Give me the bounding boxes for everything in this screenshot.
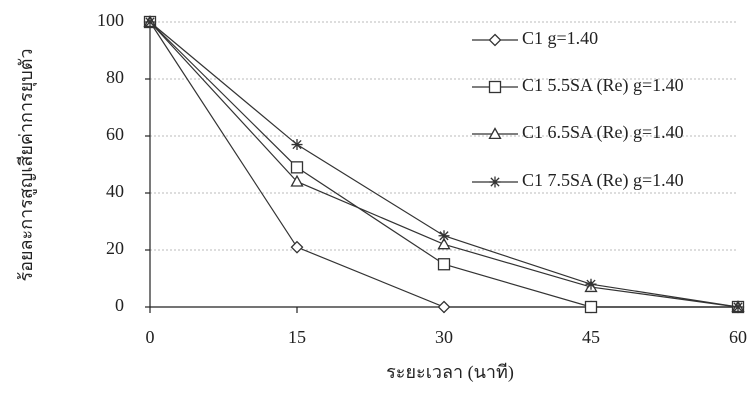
marker [292,162,303,173]
y-tick-label: 20 [106,238,124,258]
legend-label: C1 7.5SA (Re) g=1.40 [522,170,684,191]
marker [439,259,450,270]
marker [292,242,303,253]
x-tick-label: 0 [146,327,155,347]
y-tick-label: 80 [106,67,124,87]
x-tick-label: 30 [435,327,453,347]
x-tick-label: 45 [582,327,600,347]
marker [586,279,597,290]
chart: ระยะเวลา (นาที) ร้อยละการสูญเสียค่าการยุ… [0,0,753,412]
legend-label: C1 6.5SA (Re) g=1.40 [522,122,684,143]
y-tick-label: 40 [106,181,124,201]
y-tick-label: 60 [106,124,124,144]
marker [586,302,597,313]
y-tick-label: 0 [115,295,124,315]
marker [439,230,450,241]
marker [292,139,303,150]
marker [490,35,501,46]
x-tick-label: 60 [729,327,747,347]
legend-label: C1 g=1.40 [522,28,598,48]
marker [145,17,156,28]
y-axis-label: ร้อยละการสูญเสียค่าการยุบตัว [16,49,37,282]
x-tick-label: 15 [288,327,306,347]
x-axis-label: ระยะเวลา (นาที) [386,362,514,383]
marker [490,177,501,188]
marker [490,82,501,93]
marker [733,302,744,313]
legend-label: C1 5.5SA (Re) g=1.40 [522,75,684,96]
marker [439,302,450,313]
y-tick-label: 100 [97,10,124,30]
